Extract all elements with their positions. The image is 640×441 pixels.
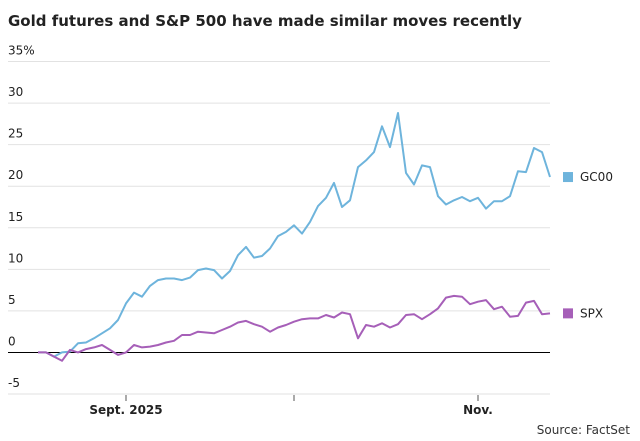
x-tick-label: Sept. 2025 bbox=[89, 403, 162, 417]
series-line bbox=[38, 112, 551, 358]
legend-swatch bbox=[563, 308, 573, 319]
y-tick-label: 5 bbox=[8, 293, 16, 307]
y-tick-label: 10 bbox=[8, 251, 23, 265]
y-tick-label: 0 bbox=[8, 334, 16, 348]
y-tick-label: -5 bbox=[8, 376, 20, 390]
y-tick-label: 20 bbox=[8, 168, 23, 182]
legend-label: SPX bbox=[580, 306, 603, 320]
source: Source: FactSet bbox=[537, 423, 631, 437]
x-tick-label: Nov. bbox=[463, 403, 493, 417]
chart-title: Gold futures and S&P 500 have made simil… bbox=[8, 12, 522, 30]
y-tick-label: 35% bbox=[8, 44, 35, 58]
series-line bbox=[38, 294, 551, 362]
legend-label: GC00 bbox=[580, 170, 613, 184]
y-tick-label: 30 bbox=[8, 85, 23, 99]
legend-swatch bbox=[563, 172, 573, 183]
y-tick-label: 15 bbox=[8, 210, 23, 224]
y-tick-label: 25 bbox=[8, 127, 23, 141]
